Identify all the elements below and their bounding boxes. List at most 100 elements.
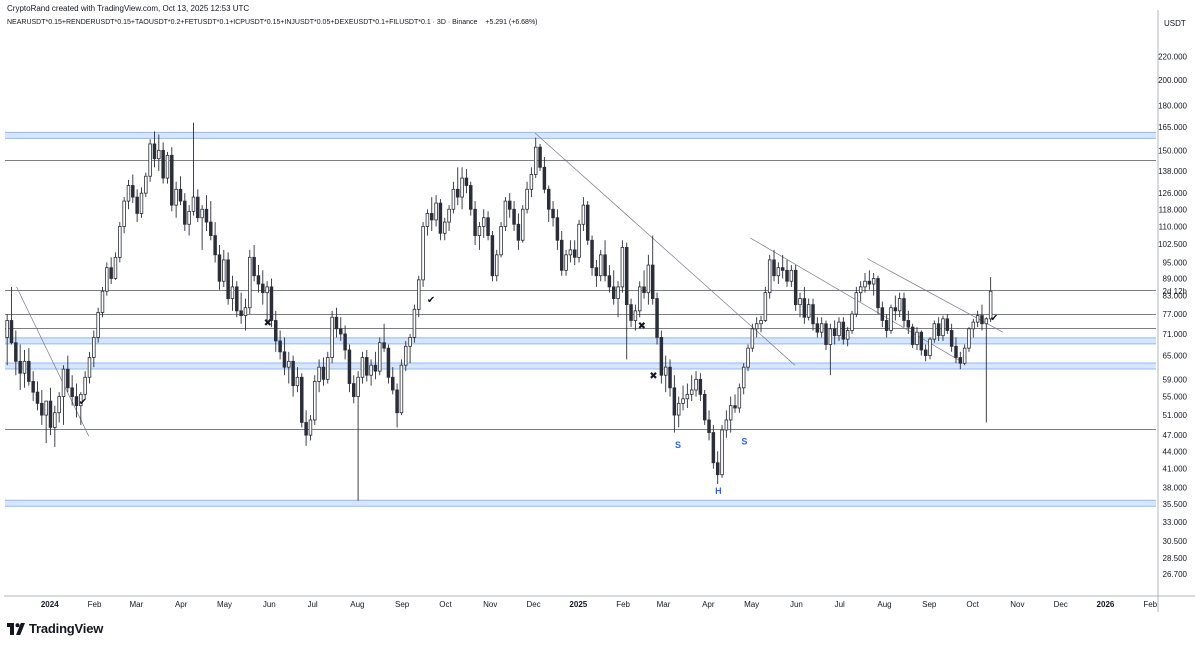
candle-up[interactable] — [581, 197, 586, 231]
candle-up[interactable] — [447, 205, 451, 231]
candle-up[interactable] — [451, 181, 456, 214]
candle-down[interactable] — [334, 307, 339, 338]
candle-up[interactable] — [746, 344, 750, 372]
candle-up[interactable] — [681, 385, 685, 411]
candle-up[interactable] — [248, 249, 252, 315]
candle-up[interactable] — [5, 314, 9, 366]
candle-up[interactable] — [356, 371, 360, 501]
candle-down[interactable] — [365, 349, 369, 382]
candle-down[interactable] — [611, 270, 616, 305]
candle-up[interactable] — [425, 209, 430, 236]
candle-down[interactable] — [161, 142, 165, 184]
candle-up[interactable] — [741, 363, 746, 395]
candle-down[interactable] — [715, 451, 720, 485]
candle-up[interactable] — [988, 277, 993, 323]
candle-up[interactable] — [932, 320, 937, 343]
candle-down[interactable] — [31, 371, 35, 402]
candle-down[interactable] — [512, 201, 516, 231]
candle-up[interactable] — [767, 254, 772, 299]
candle-up[interactable] — [789, 265, 794, 287]
candle-up[interactable] — [845, 327, 850, 347]
candle-down[interactable] — [880, 301, 885, 328]
candle-down[interactable] — [352, 375, 356, 404]
candle-up[interactable] — [850, 310, 854, 334]
candle-up[interactable] — [139, 187, 144, 218]
candle-up[interactable] — [598, 249, 603, 282]
candle-up[interactable] — [663, 355, 668, 393]
candle-up[interactable] — [165, 152, 170, 184]
candlestick-series[interactable] — [5, 122, 993, 501]
candle-down[interactable] — [555, 209, 560, 250]
candle-down[interactable] — [9, 286, 14, 345]
candle-down[interactable] — [893, 295, 898, 321]
candle-up[interactable] — [529, 167, 534, 198]
candle-down[interactable] — [958, 351, 963, 370]
candle-down[interactable] — [66, 355, 70, 393]
candle-up[interactable] — [369, 359, 373, 386]
candle-up[interactable] — [122, 197, 126, 234]
candle-down[interactable] — [642, 270, 646, 299]
candle-down[interactable] — [196, 189, 200, 223]
candle-down[interactable] — [282, 337, 287, 376]
candle-up[interactable] — [126, 179, 131, 210]
candle-down[interactable] — [109, 257, 113, 285]
price-scale[interactable]: 220.000 200.000 180.000 165.000 150.000 138.0… — [1158, 52, 1187, 578]
candle-down[interactable] — [274, 310, 278, 352]
candle-up[interactable] — [806, 298, 811, 321]
candle-down[interactable] — [590, 235, 594, 276]
candle-up[interactable] — [694, 371, 698, 397]
candle-down[interactable] — [278, 330, 282, 360]
candle-down[interactable] — [624, 242, 629, 360]
candle-up[interactable] — [118, 222, 122, 263]
candle-up[interactable] — [525, 181, 529, 214]
candle-down[interactable] — [135, 189, 139, 223]
candle-down[interactable] — [910, 323, 915, 349]
candle-up[interactable] — [44, 400, 48, 444]
candle-up[interactable] — [477, 222, 482, 250]
candle-up[interactable] — [520, 205, 525, 243]
candle-down[interactable] — [213, 222, 217, 263]
candle-up[interactable] — [863, 273, 867, 293]
candle-up[interactable] — [564, 249, 568, 276]
candle-down[interactable] — [919, 330, 924, 356]
candle-down[interactable] — [304, 410, 308, 446]
candle-down[interactable] — [339, 317, 343, 341]
candle-up[interactable] — [92, 330, 96, 368]
candle-down[interactable] — [551, 201, 555, 227]
candle-up[interactable] — [776, 262, 781, 285]
candle-up[interactable] — [828, 323, 833, 376]
candle-down[interactable] — [18, 344, 22, 390]
candle-down[interactable] — [391, 367, 395, 395]
candle-up[interactable] — [105, 262, 109, 296]
candle-down[interactable] — [373, 351, 378, 380]
candle-down[interactable] — [516, 213, 521, 250]
candle-down[interactable] — [936, 317, 941, 341]
candle-up[interactable] — [83, 371, 87, 399]
candle-up[interactable] — [230, 275, 235, 311]
candle-down[interactable] — [711, 424, 716, 469]
candle-down[interactable] — [386, 344, 391, 384]
candle-up[interactable] — [100, 286, 105, 318]
candle-up[interactable] — [819, 317, 824, 338]
candle-up[interactable] — [897, 292, 902, 318]
candle-down[interactable] — [733, 394, 737, 413]
candle-up[interactable] — [187, 205, 191, 236]
candle-up[interactable] — [971, 318, 976, 338]
candle-down[interactable] — [867, 270, 872, 290]
candle-down[interactable] — [980, 304, 984, 331]
candle-down[interactable] — [594, 259, 599, 287]
candle-down[interactable] — [204, 195, 209, 231]
candle-up[interactable] — [317, 359, 321, 393]
candle-up[interactable] — [759, 315, 763, 333]
candle-up[interactable] — [87, 351, 92, 384]
candle-down[interactable] — [464, 169, 469, 194]
candle-down[interactable] — [884, 314, 889, 338]
candle-down[interactable] — [261, 270, 265, 305]
candle-down[interactable] — [40, 389, 44, 425]
candle-down[interactable] — [382, 323, 386, 352]
candle-up[interactable] — [200, 205, 204, 250]
candle-up[interactable] — [417, 275, 421, 318]
candle-up[interactable] — [360, 351, 365, 384]
candle-up[interactable] — [222, 249, 226, 287]
